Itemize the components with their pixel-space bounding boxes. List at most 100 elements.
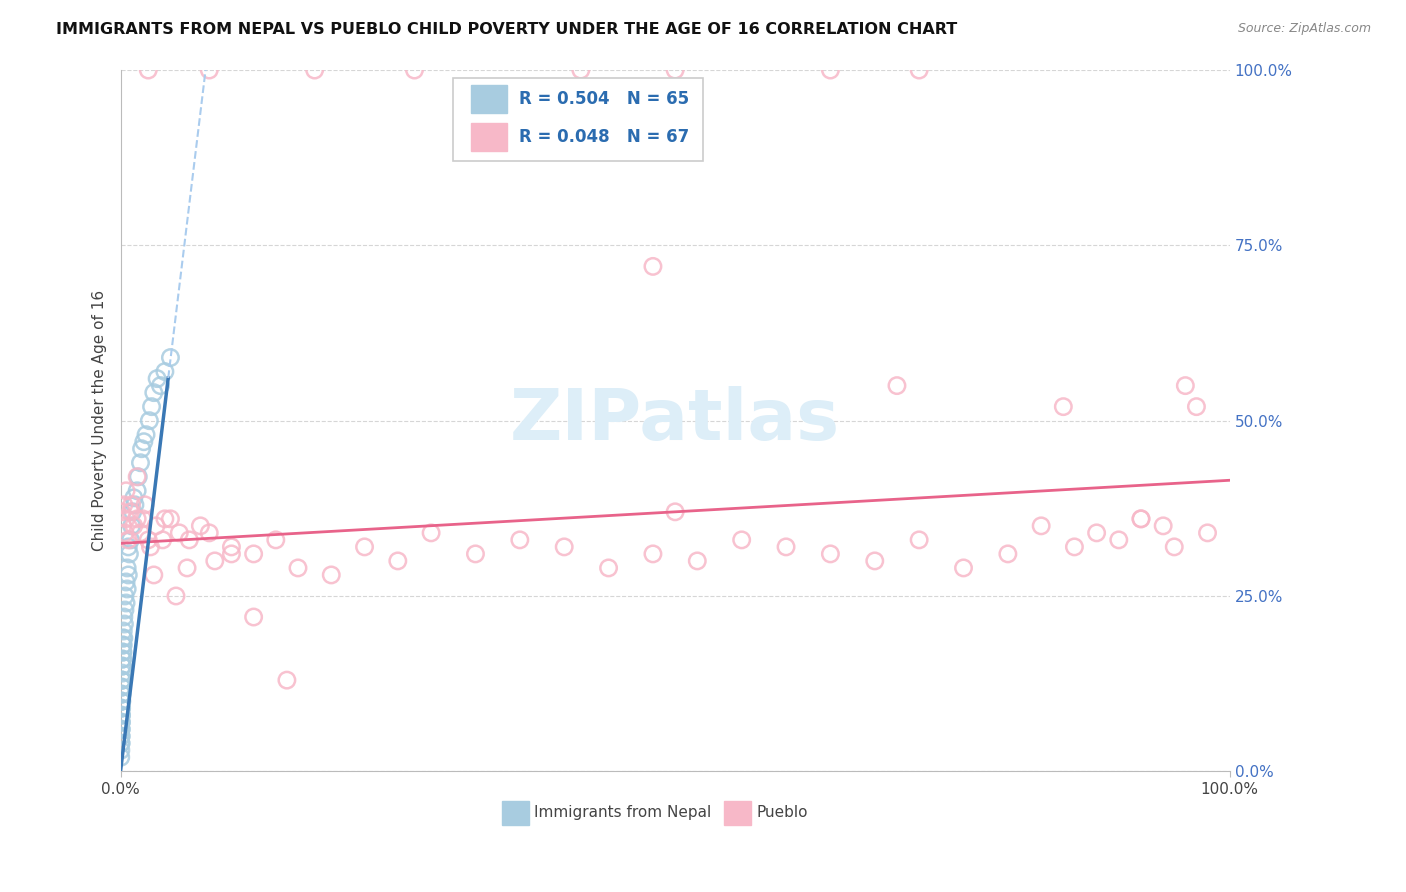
Point bbox=[129, 525, 152, 540]
Point bbox=[124, 498, 146, 512]
Point bbox=[1130, 512, 1153, 526]
Point bbox=[111, 687, 134, 701]
Point bbox=[134, 498, 156, 512]
Point bbox=[111, 694, 134, 708]
Point bbox=[1174, 378, 1197, 392]
Point bbox=[120, 505, 142, 519]
Point bbox=[221, 547, 243, 561]
Point bbox=[242, 547, 264, 561]
Point bbox=[141, 400, 163, 414]
Point bbox=[464, 547, 486, 561]
Point bbox=[110, 729, 132, 743]
Text: Source: ZipAtlas.com: Source: ZipAtlas.com bbox=[1237, 22, 1371, 36]
Point bbox=[153, 365, 176, 379]
Point bbox=[122, 491, 145, 505]
Point bbox=[117, 540, 139, 554]
Point bbox=[997, 547, 1019, 561]
Point bbox=[112, 631, 135, 645]
Point bbox=[118, 547, 141, 561]
Point bbox=[127, 469, 149, 483]
Point bbox=[114, 603, 136, 617]
Point bbox=[127, 469, 149, 483]
Point bbox=[863, 554, 886, 568]
FancyBboxPatch shape bbox=[471, 86, 506, 113]
Point bbox=[221, 540, 243, 554]
Point bbox=[287, 561, 309, 575]
Point bbox=[115, 561, 138, 575]
Point bbox=[139, 540, 162, 554]
Point bbox=[908, 63, 931, 78]
Point bbox=[114, 525, 136, 540]
Point bbox=[135, 427, 157, 442]
Point bbox=[242, 610, 264, 624]
Point bbox=[110, 736, 132, 750]
Point bbox=[509, 533, 531, 547]
Point bbox=[775, 540, 797, 554]
Point bbox=[179, 533, 201, 547]
Point bbox=[1052, 400, 1074, 414]
Text: IMMIGRANTS FROM NEPAL VS PUEBLO CHILD POVERTY UNDER THE AGE OF 16 CORRELATION CH: IMMIGRANTS FROM NEPAL VS PUEBLO CHILD PO… bbox=[56, 22, 957, 37]
Point bbox=[641, 547, 664, 561]
Point bbox=[138, 414, 160, 428]
Point bbox=[1031, 519, 1053, 533]
Point bbox=[153, 512, 176, 526]
Point bbox=[131, 442, 153, 456]
FancyBboxPatch shape bbox=[502, 801, 529, 824]
Point bbox=[136, 63, 159, 78]
Point bbox=[114, 589, 136, 603]
Point bbox=[190, 519, 212, 533]
Point bbox=[122, 519, 145, 533]
Point bbox=[111, 680, 134, 694]
Point bbox=[110, 715, 132, 730]
Point bbox=[142, 385, 165, 400]
Point bbox=[569, 63, 592, 78]
Point bbox=[110, 715, 132, 730]
FancyBboxPatch shape bbox=[471, 123, 506, 152]
Point bbox=[952, 561, 974, 575]
Point bbox=[152, 533, 174, 547]
Point bbox=[111, 687, 134, 701]
Text: R = 0.048   N = 67: R = 0.048 N = 67 bbox=[519, 128, 689, 146]
FancyBboxPatch shape bbox=[453, 78, 703, 161]
Point bbox=[731, 533, 754, 547]
Point bbox=[121, 498, 143, 512]
Point bbox=[820, 547, 842, 561]
Point bbox=[112, 617, 135, 632]
Point bbox=[169, 525, 191, 540]
Point bbox=[110, 743, 132, 757]
Point bbox=[112, 638, 135, 652]
Y-axis label: Child Poverty Under the Age of 16: Child Poverty Under the Age of 16 bbox=[93, 290, 107, 551]
Point bbox=[111, 666, 134, 681]
Point bbox=[111, 645, 134, 659]
Point bbox=[1108, 533, 1130, 547]
FancyBboxPatch shape bbox=[724, 801, 751, 824]
Point bbox=[176, 561, 198, 575]
Point bbox=[145, 519, 167, 533]
Point bbox=[110, 701, 132, 715]
Point bbox=[111, 659, 134, 673]
Point bbox=[598, 561, 620, 575]
Text: Immigrants from Nepal: Immigrants from Nepal bbox=[534, 805, 711, 820]
Point bbox=[111, 680, 134, 694]
Point bbox=[264, 533, 287, 547]
Point bbox=[112, 498, 135, 512]
Point bbox=[127, 483, 149, 498]
Point bbox=[664, 505, 686, 519]
Text: Pueblo: Pueblo bbox=[756, 805, 807, 820]
Point bbox=[1085, 525, 1108, 540]
Point bbox=[159, 512, 181, 526]
Point bbox=[115, 483, 138, 498]
Point bbox=[198, 63, 221, 78]
Point bbox=[404, 63, 426, 78]
Point bbox=[110, 708, 132, 723]
Point bbox=[115, 582, 138, 596]
Text: ZIPatlas: ZIPatlas bbox=[510, 386, 841, 455]
Point bbox=[353, 540, 375, 554]
Point bbox=[165, 589, 187, 603]
Point bbox=[110, 694, 132, 708]
Point bbox=[121, 505, 143, 519]
Point bbox=[110, 750, 132, 764]
Point bbox=[420, 525, 443, 540]
Point bbox=[111, 673, 134, 687]
Point bbox=[136, 533, 159, 547]
